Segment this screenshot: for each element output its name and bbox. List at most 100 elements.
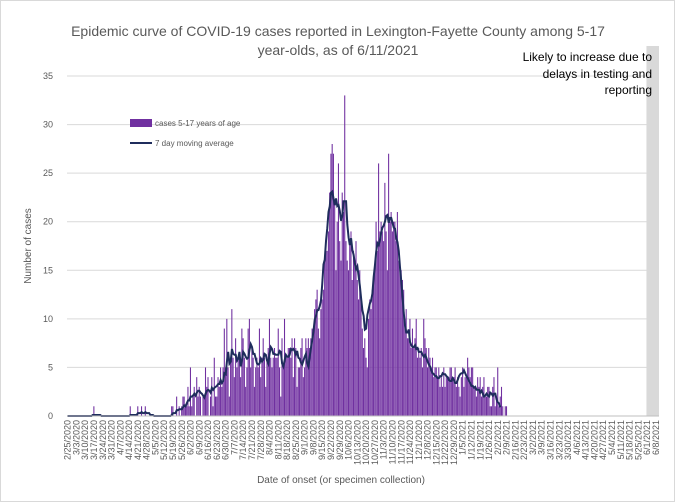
bar	[217, 377, 219, 416]
bar	[243, 357, 245, 416]
bar	[178, 406, 180, 416]
bar	[356, 280, 358, 416]
legend: cases 5-17 years of age 7 day moving ave…	[130, 119, 241, 148]
bar	[458, 386, 460, 416]
bar	[310, 338, 312, 416]
y-tick-labels: 0 5 10 15 20 25 30 35	[43, 71, 53, 421]
bar	[296, 386, 298, 416]
bar	[355, 241, 357, 416]
bar	[250, 367, 252, 416]
bar	[322, 289, 324, 416]
bar	[445, 377, 447, 416]
bar	[504, 406, 506, 416]
bar	[232, 357, 234, 416]
bar	[329, 192, 331, 416]
bar	[297, 367, 299, 416]
bar	[453, 377, 455, 416]
bar	[240, 377, 242, 416]
x-tick-label: 5/19/2020	[168, 420, 178, 460]
bar	[485, 396, 487, 416]
bar	[489, 406, 491, 416]
legend-label-bars: cases 5-17 years of age	[155, 119, 241, 128]
bar	[464, 377, 466, 416]
bar	[221, 386, 223, 416]
bar	[443, 367, 445, 416]
bar	[399, 260, 401, 416]
bar	[400, 270, 402, 416]
bar	[380, 221, 382, 416]
x-tick-label: 4/20/2021	[589, 420, 599, 460]
x-tick-label: 6/23/2020	[212, 420, 222, 460]
bar	[299, 367, 301, 416]
bar	[366, 367, 368, 416]
x-tick-label: 6/8/2021	[651, 420, 661, 455]
bar	[277, 328, 279, 416]
bar	[354, 260, 356, 416]
bar	[282, 367, 284, 416]
bar	[386, 270, 388, 416]
x-tick-label: 5/12/2020	[159, 420, 169, 460]
bar	[479, 377, 481, 416]
bar	[440, 377, 442, 416]
annotation-line-1: Likely to increase due to	[523, 50, 653, 64]
bar	[307, 338, 309, 416]
x-tick-label: 10/13/2020	[352, 420, 362, 465]
x-tick-label: 5/26/2020	[177, 420, 187, 460]
x-tick-label: 8/18/2020	[282, 420, 292, 460]
bar	[420, 348, 422, 416]
bar	[186, 406, 188, 416]
bar	[365, 357, 367, 416]
gridlines	[67, 75, 659, 368]
bar	[295, 348, 297, 416]
bar	[396, 212, 398, 416]
bars-cases	[93, 95, 508, 417]
x-tick-label: 7/14/2020	[238, 420, 248, 460]
bar	[482, 386, 484, 416]
bar	[368, 318, 370, 416]
bar	[235, 338, 237, 416]
bar	[374, 270, 376, 416]
x-tick-label: 12/8/2020	[423, 420, 433, 460]
bar	[247, 328, 249, 416]
bar	[388, 153, 390, 416]
bar	[391, 231, 393, 416]
bar	[383, 241, 385, 416]
bar	[480, 396, 482, 416]
bar	[196, 377, 198, 416]
x-tick-label: 5/5/2020	[150, 420, 160, 455]
bar	[237, 357, 239, 416]
bar	[488, 386, 490, 416]
bar	[314, 309, 316, 416]
bar	[327, 231, 329, 416]
bar	[294, 338, 296, 416]
bar	[467, 357, 469, 416]
bar	[289, 348, 291, 416]
x-tick-label: 6/1/2021	[642, 420, 652, 455]
bar	[404, 318, 406, 416]
bar	[231, 309, 233, 416]
x-tick-label: 7/28/2020	[256, 420, 266, 460]
bar	[325, 250, 327, 416]
bar	[255, 367, 257, 416]
x-tick-label: 4/6/2021	[572, 420, 582, 455]
annotation-line-3: reporting	[605, 83, 652, 97]
x-tick-label: 2/9/2021	[502, 420, 512, 455]
bar	[271, 367, 273, 416]
bar	[176, 396, 178, 416]
bar	[502, 406, 504, 416]
x-tick-label: 2/25/2020	[63, 420, 73, 460]
bar	[459, 396, 461, 416]
bar	[256, 357, 258, 416]
bar	[315, 299, 317, 416]
bar	[263, 357, 265, 416]
bar	[339, 241, 341, 416]
bar	[302, 377, 304, 416]
bar	[410, 348, 412, 416]
bar	[430, 367, 432, 416]
bar	[395, 241, 397, 416]
bar	[230, 357, 232, 416]
x-tick-label: 3/24/2020	[98, 420, 108, 460]
bar	[346, 260, 348, 416]
bar	[351, 280, 353, 416]
x-tick-label: 9/29/2020	[335, 420, 345, 460]
